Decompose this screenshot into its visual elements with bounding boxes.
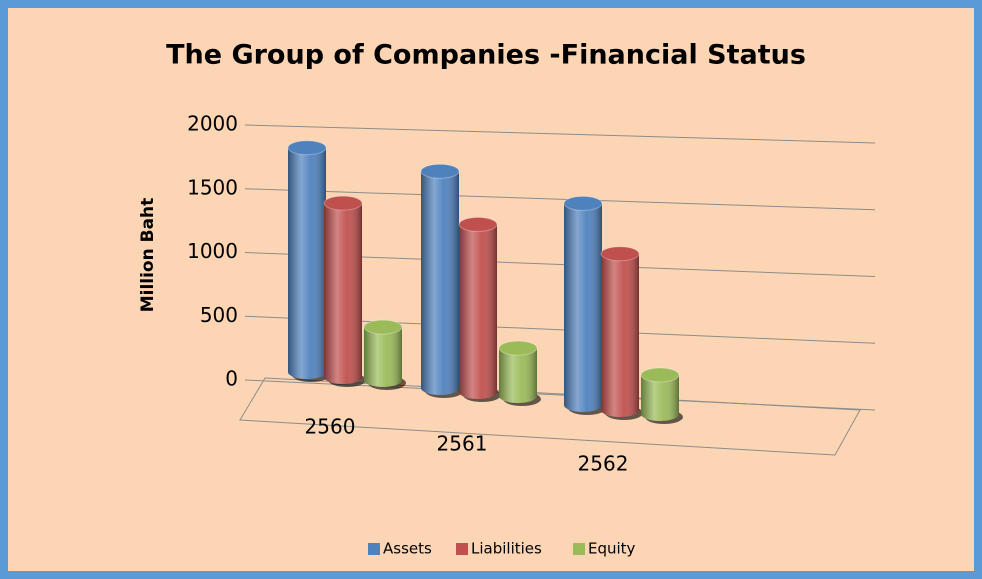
- bar-shade: [499, 348, 537, 403]
- y-axis-label: Million Baht: [138, 198, 158, 313]
- bar: [420, 163, 463, 398]
- bar: [323, 195, 366, 387]
- x-tick-label: 2561: [437, 432, 488, 456]
- bar-top: [600, 246, 640, 262]
- bar-shade: [459, 224, 497, 399]
- bar: [600, 246, 643, 420]
- bar-top: [363, 319, 403, 335]
- bar-shade: [421, 171, 459, 395]
- bar-shade: [564, 203, 602, 412]
- chart-title: The Group of Companies -Financial Status: [166, 40, 806, 71]
- bar-top: [640, 367, 680, 383]
- legend-swatch: [456, 543, 468, 555]
- x-tick-label: 2562: [578, 452, 629, 476]
- legend-swatch: [573, 543, 585, 555]
- bar: [458, 216, 501, 402]
- bar: [640, 367, 683, 424]
- bar-shade: [288, 147, 326, 379]
- bar-shade: [364, 327, 402, 387]
- grid-line: [244, 188, 876, 211]
- legend-label: Liabilities: [471, 540, 542, 558]
- legend-label: Equity: [588, 540, 636, 558]
- legend-swatch: [368, 543, 380, 555]
- bar-shade: [601, 253, 639, 417]
- legend-label: Assets: [383, 540, 432, 558]
- bar-shade: [641, 374, 679, 421]
- y-tick-label: 1500: [187, 175, 238, 199]
- bar: [363, 319, 406, 390]
- x-tick-label: 2560: [305, 415, 356, 439]
- bar: [563, 195, 606, 415]
- bar-top: [323, 195, 363, 211]
- y-tick-label: 1000: [187, 239, 238, 263]
- bar: [287, 140, 330, 382]
- y-tick-label: 0: [225, 367, 238, 391]
- bar-top: [420, 163, 460, 179]
- grid-line: [244, 124, 876, 144]
- bar-shade: [324, 203, 362, 384]
- bar: [498, 340, 541, 406]
- bar-top: [458, 216, 498, 232]
- y-tick-label: 2000: [187, 112, 238, 136]
- y-tick-label: 500: [200, 303, 238, 327]
- bar-top: [498, 340, 538, 356]
- bar-top: [287, 140, 327, 156]
- bar-top: [563, 195, 603, 211]
